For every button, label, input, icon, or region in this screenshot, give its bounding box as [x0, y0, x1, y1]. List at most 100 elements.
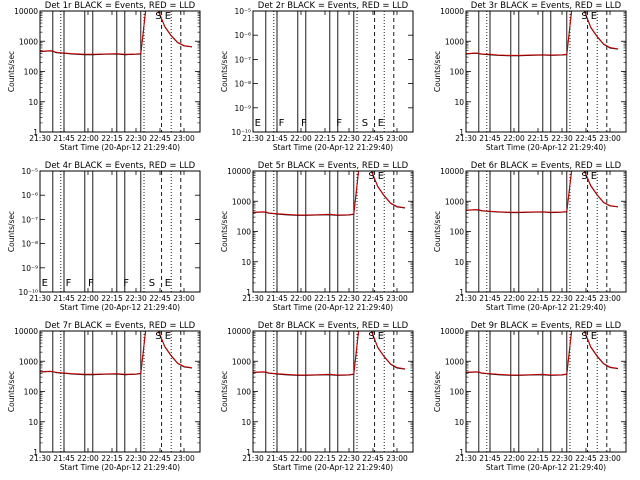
chart-det-5r: Det 5r BLACK = Events, RED = LLD 21:30 21:… — [220, 161, 414, 312]
y-tick-label: 10000 — [440, 327, 464, 336]
y-tick-label: 1 — [459, 128, 464, 137]
x-tick-label: 22:30 — [551, 294, 573, 303]
y-tick-label: 10⁻⁶ — [21, 191, 38, 200]
x-axis-label: Start Time (20-Apr-12 21:29:40) — [486, 143, 606, 152]
flag-label: E — [165, 278, 171, 289]
chart-det-4r: Det 4r BLACK = Events, RED = LLD 21:30 21:… — [7, 161, 201, 312]
x-tick-label: 21:30 — [455, 454, 477, 463]
flag-label: S — [155, 331, 161, 342]
y-tick-label: 1000 — [19, 357, 38, 366]
chart-title: Det 5r BLACK = Events, RED = LLD — [258, 161, 409, 171]
x-tick-label: 22:45 — [362, 454, 384, 463]
flag-label: S — [149, 278, 155, 289]
x-tick-label: 21:30 — [455, 294, 477, 303]
flag-label: F — [336, 118, 342, 129]
y-tick-label: 100 — [450, 228, 465, 237]
y-axis-label: Counts/sec — [220, 371, 229, 412]
chart-title: Det 8r BLACK = Events, RED = LLD — [258, 321, 409, 331]
x-axis-label: Start Time (20-Apr-12 21:29:40) — [273, 303, 393, 312]
chart-title: Det 3r BLACK = Events, RED = LLD — [471, 1, 622, 11]
x-tick-label: 22:15 — [101, 294, 123, 303]
y-tick-label: 10⁻⁶ — [234, 31, 251, 40]
flag-label: S — [581, 331, 587, 342]
y-tick-label: 10000 — [14, 327, 38, 336]
flag-label: F — [88, 278, 94, 289]
x-tick-label: 21:30 — [29, 134, 51, 143]
x-axis-label: Start Time (20-Apr-12 21:29:40) — [60, 143, 180, 152]
x-tick-label: 22:00 — [290, 454, 312, 463]
x-tick-label: 22:30 — [338, 454, 360, 463]
y-tick-label: 100 — [450, 388, 465, 397]
x-tick-label: 21:45 — [53, 294, 75, 303]
y-tick-label: 10000 — [227, 327, 251, 336]
y-tick-label: 1 — [246, 448, 251, 457]
x-tick-label: 23:00 — [599, 294, 621, 303]
x-tick-label: 22:15 — [527, 294, 549, 303]
x-tick-label: 21:45 — [479, 454, 501, 463]
flag-label: F — [301, 118, 307, 129]
x-tick-label: 21:30 — [242, 294, 264, 303]
y-tick-label: 1 — [246, 288, 251, 297]
y-tick-label: 1000 — [445, 197, 464, 206]
flag-label: S — [581, 171, 587, 182]
y-tick-label: 10⁻⁸ — [234, 80, 251, 89]
y-tick-label: 1000 — [232, 197, 251, 206]
chart-title: Det 6r BLACK = Events, RED = LLD — [471, 161, 622, 171]
x-tick-label: 22:00 — [290, 294, 312, 303]
x-tick-label: 22:45 — [575, 294, 597, 303]
chart-det-8r: Det 8r BLACK = Events, RED = LLD 21:30 21:… — [220, 321, 414, 472]
x-tick-label: 22:30 — [338, 134, 360, 143]
plot-frame — [465, 10, 627, 133]
chart-det-3r: Det 3r BLACK = Events, RED = LLD 21:30 21:… — [433, 1, 627, 152]
x-tick-label: 21:30 — [242, 454, 264, 463]
plot-frame — [252, 10, 414, 133]
x-tick-label: 22:15 — [314, 294, 336, 303]
series-lld — [39, 330, 193, 375]
x-tick-label: 21:30 — [242, 134, 264, 143]
flag-label: E — [165, 331, 171, 342]
y-tick-label: 1 — [459, 448, 464, 457]
plot-frame — [465, 170, 627, 293]
y-axis-label: Counts/sec — [433, 211, 442, 252]
x-tick-label: 22:15 — [527, 454, 549, 463]
y-tick-label: 100 — [237, 228, 252, 237]
flag-label: S — [368, 331, 374, 342]
y-tick-label: 1000 — [19, 37, 38, 46]
x-tick-label: 23:00 — [599, 454, 621, 463]
x-tick-label: 21:30 — [29, 454, 51, 463]
flag-label: E — [591, 171, 597, 182]
y-tick-label: 100 — [24, 388, 39, 397]
x-tick-label: 21:45 — [479, 294, 501, 303]
y-tick-label: 10⁻⁵ — [234, 7, 251, 16]
x-tick-label: 21:30 — [455, 134, 477, 143]
chart-det-2r: Det 2r BLACK = Events, RED = LLD 21:30 21:… — [220, 1, 414, 152]
chart-det-7r: Det 7r BLACK = Events, RED = LLD 21:30 21:… — [7, 321, 201, 472]
y-tick-label: 10⁻⁸ — [21, 240, 38, 249]
y-tick-label: 10⁻⁹ — [234, 104, 251, 113]
x-tick-label: 22:45 — [575, 134, 597, 143]
x-tick-label: 22:45 — [362, 294, 384, 303]
y-tick-label: 10 — [28, 418, 38, 427]
x-tick-label: 22:00 — [77, 454, 99, 463]
flag-label: E — [591, 331, 597, 342]
y-axis-label: Counts/sec — [220, 211, 229, 252]
plot-frame — [252, 170, 414, 293]
x-tick-label: 22:45 — [362, 134, 384, 143]
x-tick-label: 23:00 — [173, 454, 195, 463]
chart-det-6r: Det 6r BLACK = Events, RED = LLD 21:30 21:… — [433, 161, 627, 312]
chart-title: Det 2r BLACK = Events, RED = LLD — [258, 1, 409, 11]
x-tick-label: 22:45 — [149, 454, 171, 463]
x-axis-label: Start Time (20-Apr-12 21:29:40) — [273, 143, 393, 152]
x-tick-label: 22:00 — [503, 454, 525, 463]
x-axis-label: Start Time (20-Apr-12 21:29:40) — [60, 303, 180, 312]
x-tick-label: 22:30 — [125, 294, 147, 303]
x-tick-label: 21:45 — [266, 294, 288, 303]
chart-title: Det 7r BLACK = Events, RED = LLD — [45, 321, 196, 331]
x-tick-label: 22:15 — [527, 134, 549, 143]
y-tick-label: 1000 — [445, 357, 464, 366]
y-axis-label: Counts/sec — [7, 371, 16, 412]
y-tick-label: 10 — [241, 418, 251, 427]
series-lld — [465, 170, 619, 213]
x-tick-label: 22:30 — [338, 294, 360, 303]
